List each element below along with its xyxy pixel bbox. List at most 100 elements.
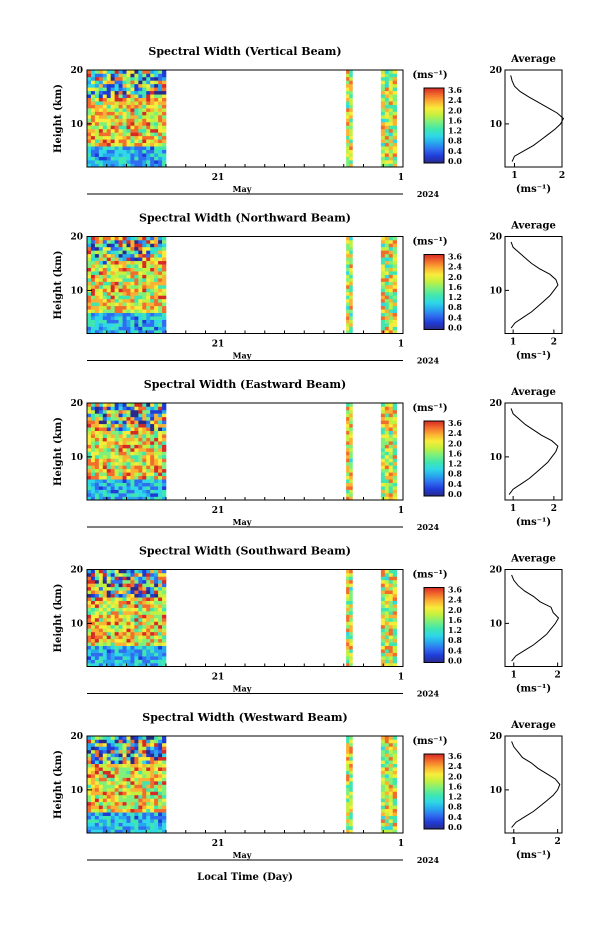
heatmap-cell xyxy=(388,291,394,296)
heatmap-cell xyxy=(142,767,147,771)
heatmap-cell xyxy=(349,774,353,778)
heatmap-cell xyxy=(102,76,108,81)
heatmap-cell xyxy=(130,749,135,754)
heatmap-cell xyxy=(122,763,127,768)
heatmap-cell xyxy=(134,475,139,480)
heatmap-cell xyxy=(98,160,104,164)
heatmap-cell xyxy=(142,454,147,459)
heatmap-cell xyxy=(384,569,390,574)
heatmap-cell xyxy=(162,468,167,473)
heatmap-cell xyxy=(110,787,115,792)
heatmap-cell xyxy=(158,489,163,494)
heatmap-cell xyxy=(388,101,394,105)
heatmap-cell xyxy=(98,572,104,577)
heatmap-cell xyxy=(94,434,100,438)
heatmap-cell xyxy=(346,645,350,650)
heatmap-cell xyxy=(114,305,119,310)
heatmap-cell xyxy=(110,621,115,626)
heatmap-cell xyxy=(162,642,167,647)
heatmap-cell xyxy=(142,451,147,456)
heatmap-cell xyxy=(138,260,143,265)
colorbar-tick-label: 0.8 xyxy=(448,469,462,479)
heatmap-cell xyxy=(392,257,397,262)
heatmap-cell xyxy=(110,70,115,74)
heatmap-cell xyxy=(118,76,123,81)
heatmap-cell xyxy=(134,586,139,591)
heatmap-cell xyxy=(118,295,123,300)
heatmap-cell xyxy=(384,468,390,473)
heatmap-cell xyxy=(392,295,397,300)
heatmap-cell xyxy=(134,326,139,331)
heatmap-cell xyxy=(154,593,159,598)
heatmap-cell xyxy=(349,781,353,785)
heatmap-cell xyxy=(388,278,394,282)
heatmap-cell xyxy=(346,569,350,574)
heatmap-cell xyxy=(380,486,386,490)
heatmap-cell xyxy=(142,590,147,595)
heatmap-cell xyxy=(146,243,151,248)
heatmap-cell xyxy=(154,454,159,459)
heatmap-cell xyxy=(154,461,159,466)
heatmap-cell xyxy=(158,635,163,640)
heatmap-cell xyxy=(106,309,111,314)
heatmap-cell xyxy=(162,111,167,116)
heatmap-cell xyxy=(130,822,135,827)
heatmap-cell xyxy=(384,767,390,771)
heatmap-cell xyxy=(122,250,127,255)
heatmap-cell xyxy=(138,784,143,789)
heatmap-cell xyxy=(392,90,397,95)
heatmap-cell xyxy=(134,437,139,442)
heatmap-cell xyxy=(90,267,96,272)
heatmap-cell xyxy=(380,805,386,810)
heatmap-cell xyxy=(158,607,163,612)
heatmap-cell xyxy=(380,406,386,411)
heatmap-cell xyxy=(346,746,350,751)
heatmap-cell xyxy=(150,413,155,418)
heatmap-cell xyxy=(142,604,147,608)
heatmap-cell xyxy=(150,621,155,626)
heatmap-cell xyxy=(102,770,108,775)
heatmap-cell xyxy=(384,312,390,317)
heatmap-cell xyxy=(388,770,394,775)
heatmap-cell xyxy=(380,756,386,761)
heatmap-cell xyxy=(94,777,100,782)
heatmap-cell xyxy=(392,125,397,130)
heatmap-cell xyxy=(94,489,100,494)
heatmap-cell xyxy=(380,787,386,792)
heatmap-cell xyxy=(94,628,100,633)
heatmap-cell xyxy=(138,451,143,456)
heatmap-cell xyxy=(130,128,135,133)
heatmap-cell xyxy=(118,413,123,418)
heatmap-cell xyxy=(154,618,159,622)
heatmap-cell xyxy=(118,330,123,334)
heatmap-cell xyxy=(114,278,119,282)
heatmap-cell xyxy=(380,142,386,147)
heatmap-cell xyxy=(110,285,115,289)
heatmap-cell xyxy=(126,812,131,816)
heatmap-cell xyxy=(142,763,147,768)
heatmap-cell xyxy=(138,600,143,605)
heatmap-cell xyxy=(110,774,115,778)
heatmap-cell xyxy=(142,756,147,761)
heatmap-cell xyxy=(110,437,115,442)
heatmap-cell xyxy=(134,142,139,147)
heatmap-cell xyxy=(106,770,111,775)
heatmap-cell xyxy=(349,267,353,272)
heatmap-cell xyxy=(94,149,100,154)
heatmap-cell xyxy=(162,285,167,289)
heatmap-cell xyxy=(106,132,111,137)
heatmap-cell xyxy=(87,753,92,758)
heatmap-cell xyxy=(142,739,147,744)
heatmap-cell xyxy=(154,118,159,123)
heatmap-cell xyxy=(118,312,123,317)
heatmap-cell xyxy=(114,104,119,109)
heatmap-cell xyxy=(106,489,111,494)
heatmap-cell xyxy=(130,472,135,477)
heatmap-cell xyxy=(94,153,100,157)
heatmap-cell xyxy=(130,742,135,747)
colorbar-unit: (ms⁻¹) xyxy=(412,70,447,81)
heatmap-cell xyxy=(94,781,100,785)
heatmap-cell xyxy=(130,569,135,574)
heatmap-cell xyxy=(122,295,127,300)
heatmap-cell xyxy=(380,479,386,483)
